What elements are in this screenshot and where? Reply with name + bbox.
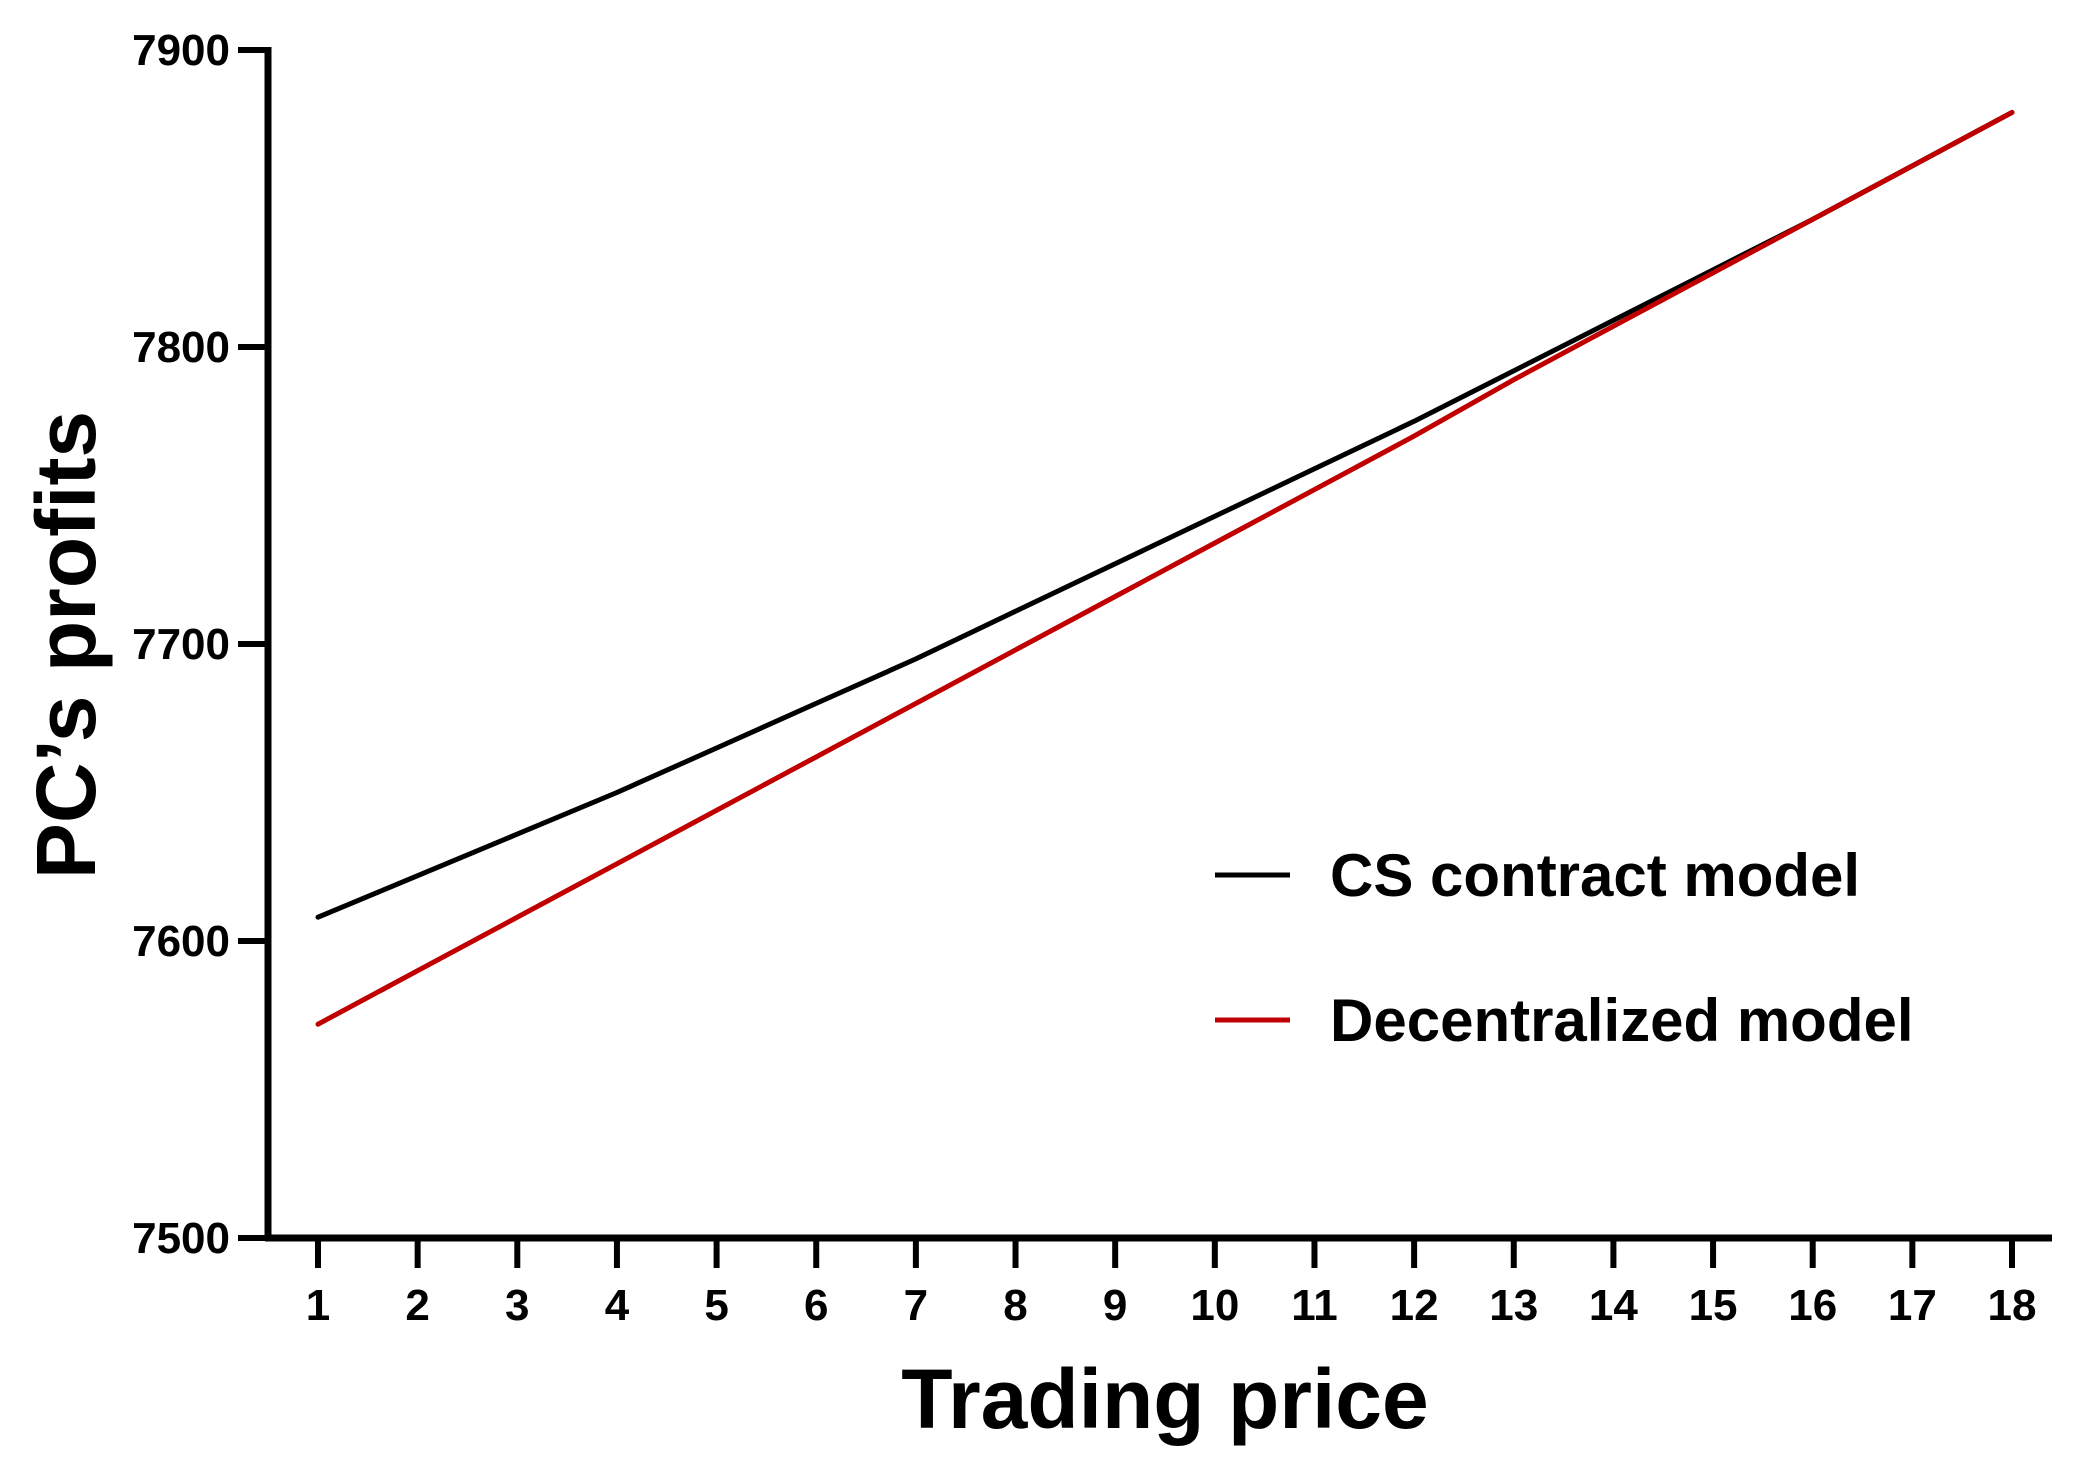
x-tick-label: 6 <box>804 1281 828 1330</box>
y-axis-title: PC’s profits <box>19 411 113 879</box>
x-tick-label: 1 <box>306 1281 330 1330</box>
x-tick-label: 13 <box>1489 1281 1538 1330</box>
series-line-decentralized-model <box>315 109 2015 1027</box>
y-tick-label: 7900 <box>132 26 230 75</box>
x-tick-label: 5 <box>704 1281 728 1330</box>
x-tick-label: 15 <box>1689 1281 1738 1330</box>
y-tick-label: 7600 <box>132 917 230 966</box>
y-tick-label: 7700 <box>132 620 230 669</box>
x-tick-label: 18 <box>1988 1281 2037 1330</box>
x-axis-title: Trading price <box>901 1352 1428 1446</box>
x-tick-label: 16 <box>1788 1281 1837 1330</box>
x-tick-label: 17 <box>1888 1281 1937 1330</box>
x-tick-label: 14 <box>1589 1281 1638 1330</box>
y-tick-label: 7800 <box>132 323 230 372</box>
x-tick-label: 4 <box>605 1281 630 1330</box>
series-line-cs-contract-model <box>315 109 2015 920</box>
legend: CS contract model Decentralized model <box>1215 842 1914 1054</box>
x-tick-label: 9 <box>1103 1281 1127 1330</box>
x-tick-label: 2 <box>405 1281 429 1330</box>
x-tick-label: 7 <box>904 1281 928 1330</box>
x-tick-label: 11 <box>1291 1281 1338 1330</box>
x-tick-label: 12 <box>1390 1281 1439 1330</box>
legend-label: CS contract model <box>1330 842 1860 909</box>
y-tick-label: 7500 <box>132 1214 230 1263</box>
x-tick-label: 3 <box>505 1281 529 1330</box>
series-layer <box>315 109 2015 1027</box>
legend-label: Decentralized model <box>1330 987 1914 1054</box>
x-tick-label: 8 <box>1003 1281 1027 1330</box>
x-tick-label: 10 <box>1190 1281 1239 1330</box>
